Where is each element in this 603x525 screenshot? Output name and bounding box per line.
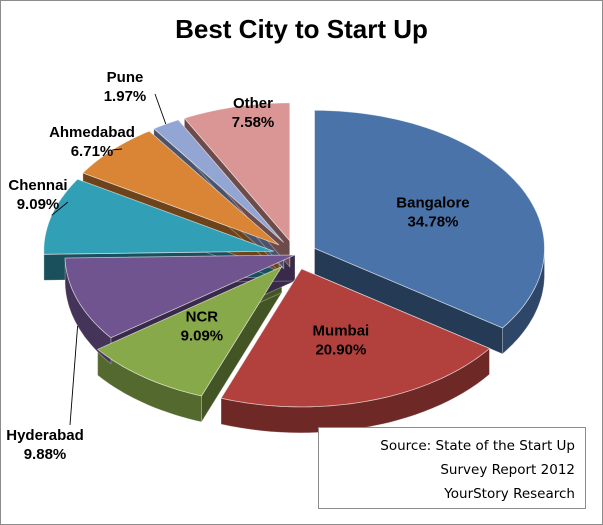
slice-bangalore: [314, 109, 545, 329]
slice-label-ncr: NCR: [186, 308, 219, 325]
slice-label-hyderabad: Hyderabad: [6, 427, 84, 444]
slice-value-mumbai: 20.90%: [315, 341, 366, 358]
source-line: Survey Report 2012: [440, 462, 575, 478]
slice-value-ahmedabad: 6.71%: [71, 143, 114, 160]
leader-line-hyderabad: [69, 325, 79, 426]
slice-other: [183, 102, 291, 242]
leader-lines: [51, 93, 167, 426]
slice-label-mumbai: Mumbai: [313, 322, 370, 339]
leader-line-pune: [154, 93, 167, 125]
slice-label-other: Other: [233, 95, 273, 112]
slice-mumbai: [220, 268, 491, 408]
slice-label-chennai: Chennai: [8, 177, 67, 194]
slice-value-chennai: 9.09%: [17, 196, 60, 213]
slice-value-other: 7.58%: [232, 114, 275, 131]
slice-value-ncr: 9.09%: [181, 327, 224, 344]
source-note: Source: State of the Start Up Survey Rep…: [318, 427, 586, 509]
slice-ncr: [96, 265, 283, 397]
slice-label-ahmedabad: Ahmedabad: [49, 124, 135, 141]
leader-line-ahmedabad: [112, 148, 123, 151]
source-line: YourStory Research: [444, 486, 575, 502]
slice-labels: Bangalore 34.78% Mumbai 20.90% NCR 9.09% Hyder…: [6, 69, 469, 463]
slice-value-hyderabad: 9.88%: [24, 446, 67, 463]
slice-label-bangalore: Bangalore: [396, 194, 469, 211]
slice-value-bangalore: 34.78%: [408, 213, 459, 230]
chart-title: Best City to Start Up: [175, 14, 428, 44]
slice-label-pune: Pune: [107, 69, 144, 86]
slice-hyderabad: [64, 254, 296, 339]
slice-value-pune: 1.97%: [104, 88, 147, 105]
pie-slices: [43, 102, 545, 434]
leader-line-chennai: [51, 201, 69, 216]
source-line: Source: State of the Start Up: [380, 438, 575, 454]
